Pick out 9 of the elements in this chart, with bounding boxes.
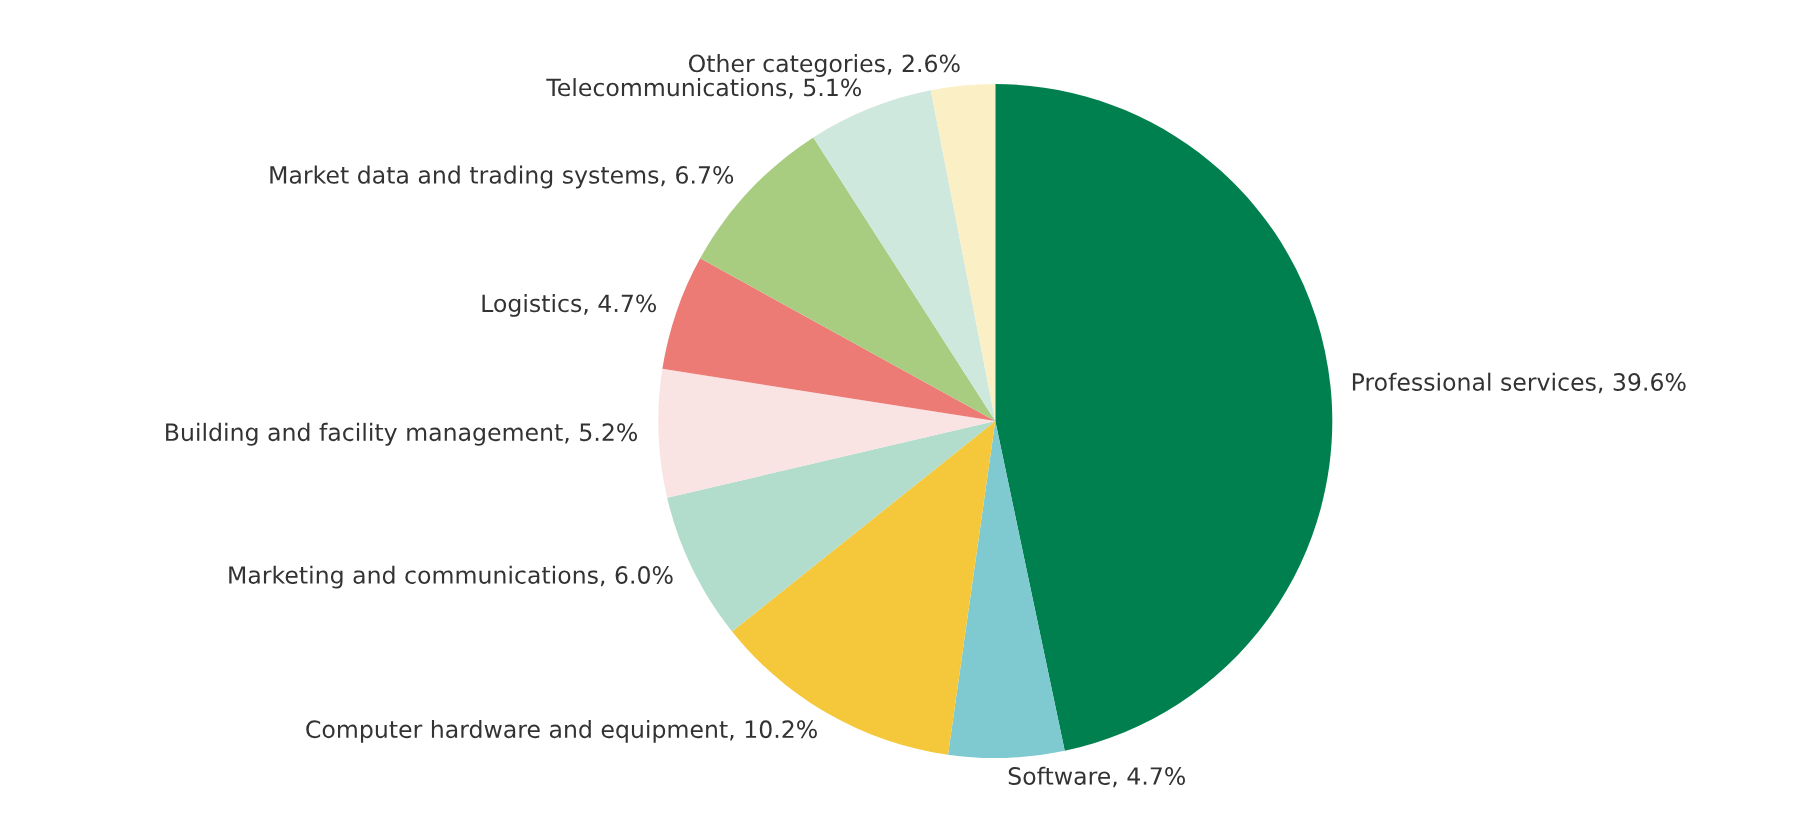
- slice-label: Logistics, 4.7%: [482, 293, 657, 317]
- slice-label: Computer hardware and equipment, 10.2%: [306, 719, 817, 743]
- slice-label: Market data and trading systems, 6.7%: [270, 165, 734, 189]
- slice-label: Marketing and communications, 6.0%: [229, 565, 673, 589]
- slice-label: Building and facility management, 5.2%: [166, 422, 638, 446]
- slice-label: Other categories, 2.6%: [688, 54, 960, 77]
- slice-label: Software, 4.7%: [1008, 766, 1185, 788]
- slice-label: Telecommunications, 5.1%: [546, 78, 861, 99]
- slice-label: Professional services, 39.6%: [1352, 372, 1686, 394]
